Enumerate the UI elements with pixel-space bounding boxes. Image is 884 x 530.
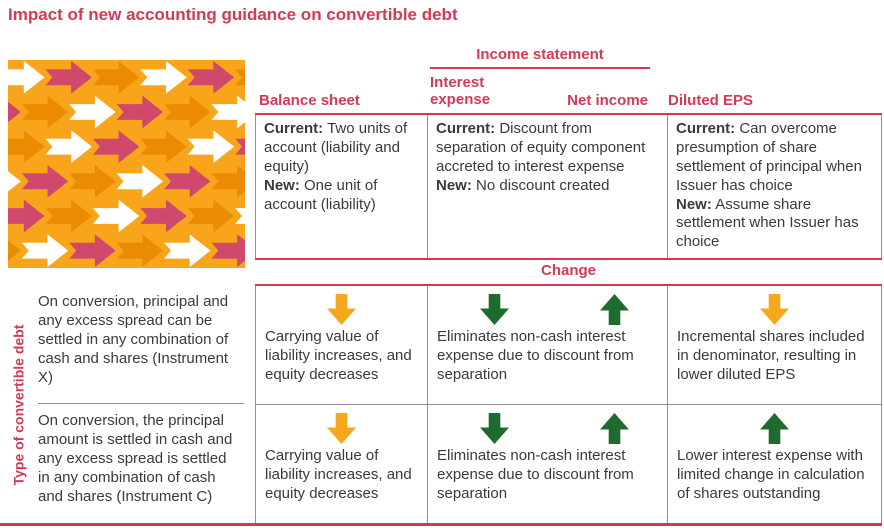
change-text: Incremental shares included in denominat… xyxy=(677,328,865,383)
impact-text: Current: Two units of account (liability… xyxy=(264,120,419,177)
change-section-label: Change xyxy=(540,262,596,279)
new-label: New: xyxy=(264,176,300,194)
new-label: New: xyxy=(436,176,472,194)
impact-cell-balance-sheet: Current: Two units of account (liability… xyxy=(255,115,428,258)
arrow-row xyxy=(668,286,881,328)
new-text: One unit of account (liability) xyxy=(264,176,378,213)
arrow-row xyxy=(428,405,667,447)
increase-arrow-icon xyxy=(600,412,629,444)
impact-text: Current: Can overcome presumption of sha… xyxy=(676,120,873,196)
column-header-diluted-eps: Diluted EPS xyxy=(668,92,754,109)
increase-arrow-icon xyxy=(600,293,629,325)
accounting-impact-row: Current: Two units of account (liability… xyxy=(255,113,882,260)
impact-cell-diluted-eps: Current: Can overcome presumption of sha… xyxy=(668,115,882,258)
column-header-balance-sheet: Balance sheet xyxy=(259,92,360,109)
change-text: Carrying value of liability increases, a… xyxy=(265,447,412,502)
change-cell-income-statement: Eliminates non-cash interest expense due… xyxy=(428,286,668,404)
decrease-arrow-icon xyxy=(327,293,356,325)
change-cell-income-statement: Eliminates non-cash interest expense due… xyxy=(428,405,668,523)
bottom-border xyxy=(0,523,882,526)
row-axis-label-type-of-convertible-debt: Type of convertible debt xyxy=(10,324,27,486)
change-cell-balance-sheet: Carrying value of liability increases, a… xyxy=(255,286,428,404)
decrease-arrow-icon xyxy=(327,412,356,444)
current-label: Current: xyxy=(264,120,324,137)
arrow-row xyxy=(256,286,427,328)
decrease-arrow-icon xyxy=(480,293,509,325)
impact-text: New: No discount created xyxy=(436,177,659,196)
new-text: Assume share settlement when Issuer has … xyxy=(676,195,859,251)
impact-text: New: Assume share settlement when Issuer… xyxy=(676,196,873,253)
change-text: Lower interest expense with limited chan… xyxy=(677,447,865,502)
change-cell-balance-sheet: Carrying value of liability increases, a… xyxy=(255,405,428,523)
increase-arrow-icon xyxy=(760,412,789,444)
change-cell-diluted-eps: Lower interest expense with limited chan… xyxy=(668,405,882,523)
column-header-interest-expense: Interest expense xyxy=(430,74,491,109)
arrow-pattern-svg xyxy=(8,60,245,268)
change-text: Eliminates non-cash interest expense due… xyxy=(437,328,634,383)
current-label: Current: xyxy=(676,120,736,137)
column-group-header-income-statement: Income statement xyxy=(430,46,650,69)
current-text: Two units of account (liability and equi… xyxy=(264,120,408,175)
new-label: New: xyxy=(676,195,712,213)
impact-cell-income-statement: Current: Discount from separation of equ… xyxy=(428,115,668,258)
impact-text: Current: Discount from separation of equ… xyxy=(436,120,659,177)
impact-text: New: One unit of account (liability) xyxy=(264,177,419,215)
arrow-row xyxy=(256,405,427,447)
change-row-instrument-c: Carrying value of liability increases, a… xyxy=(255,404,882,523)
page-title: Impact of new accounting guidance on con… xyxy=(8,5,458,24)
column-header-net-income: Net income xyxy=(567,92,648,109)
change-text: Carrying value of liability increases, a… xyxy=(265,328,412,383)
instrument-c-description: On conversion, the principal amount is s… xyxy=(38,403,244,523)
new-text: No discount created xyxy=(476,176,610,194)
arrow-row xyxy=(668,405,881,447)
change-row-instrument-x: Carrying value of liability increases, a… xyxy=(255,286,882,404)
change-cell-diluted-eps: Incremental shares included in denominat… xyxy=(668,286,882,404)
decorative-arrow-pattern-image xyxy=(8,60,245,268)
current-text: Can overcome presumption of share settle… xyxy=(676,120,862,194)
decrease-arrow-icon xyxy=(760,293,789,325)
change-grid: Carrying value of liability increases, a… xyxy=(255,284,882,523)
current-text: Discount from separation of equity compo… xyxy=(436,120,646,175)
arrow-row xyxy=(428,286,667,328)
decrease-arrow-icon xyxy=(480,412,509,444)
instrument-x-description: On conversion, principal and any excess … xyxy=(38,293,229,387)
change-text: Eliminates non-cash interest expense due… xyxy=(437,447,634,502)
current-label: Current: xyxy=(436,120,496,137)
